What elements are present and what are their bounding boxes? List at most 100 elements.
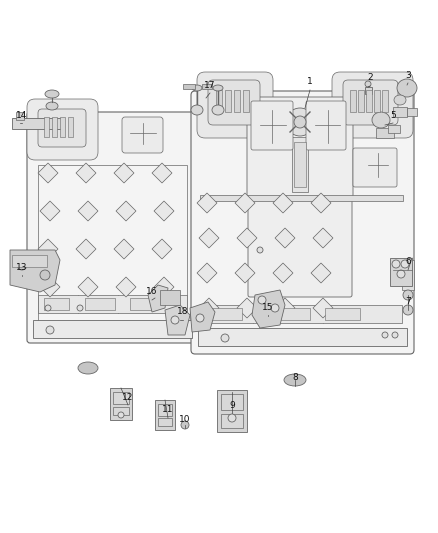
Bar [216, 90, 222, 112]
Circle shape [258, 296, 266, 304]
Text: 6: 6 [405, 257, 411, 266]
Circle shape [118, 412, 124, 418]
Bar [358, 90, 364, 112]
Polygon shape [199, 228, 219, 248]
Polygon shape [152, 163, 172, 183]
Ellipse shape [192, 85, 202, 91]
Polygon shape [273, 193, 293, 213]
Polygon shape [311, 263, 331, 283]
Bar [200, 195, 403, 201]
Circle shape [17, 260, 27, 270]
Polygon shape [148, 285, 168, 312]
Polygon shape [311, 193, 331, 213]
Text: 3: 3 [405, 70, 411, 79]
Polygon shape [235, 263, 255, 283]
Circle shape [397, 270, 405, 278]
Bar [12, 255, 47, 267]
Polygon shape [313, 228, 333, 248]
Bar [407, 108, 417, 116]
Bar [44, 117, 49, 137]
Bar [376, 128, 394, 138]
Ellipse shape [212, 105, 224, 115]
Polygon shape [38, 239, 58, 259]
Bar [221, 414, 243, 428]
Circle shape [294, 116, 306, 128]
Circle shape [221, 334, 229, 342]
FancyBboxPatch shape [191, 91, 414, 354]
Bar [374, 90, 380, 112]
Bar [325, 308, 360, 320]
Text: 16: 16 [146, 287, 158, 296]
Bar [85, 298, 115, 310]
Bar [52, 117, 57, 137]
Bar [155, 400, 175, 430]
Circle shape [401, 260, 409, 268]
Polygon shape [273, 263, 293, 283]
Text: 13: 13 [16, 263, 28, 272]
FancyBboxPatch shape [248, 198, 352, 297]
FancyBboxPatch shape [353, 148, 397, 187]
Bar [366, 90, 372, 112]
FancyBboxPatch shape [38, 109, 86, 147]
Bar [243, 90, 249, 112]
Ellipse shape [213, 85, 223, 91]
Ellipse shape [191, 105, 203, 115]
Circle shape [392, 332, 398, 338]
FancyBboxPatch shape [197, 72, 273, 138]
Polygon shape [78, 277, 98, 297]
Bar [158, 404, 172, 416]
Bar [388, 125, 400, 133]
Ellipse shape [397, 79, 417, 97]
Polygon shape [114, 239, 134, 259]
Polygon shape [275, 228, 295, 248]
Polygon shape [76, 163, 96, 183]
Bar [234, 90, 240, 112]
Bar [221, 394, 243, 410]
Bar [44, 298, 69, 310]
Polygon shape [237, 228, 257, 248]
Text: 8: 8 [292, 374, 298, 383]
Circle shape [171, 316, 179, 324]
Bar [12, 118, 64, 129]
Circle shape [196, 314, 204, 322]
Polygon shape [154, 201, 174, 221]
Circle shape [228, 414, 236, 422]
FancyBboxPatch shape [27, 112, 198, 343]
Bar [60, 117, 65, 137]
Bar [198, 328, 407, 346]
Bar [113, 407, 129, 415]
Bar [183, 84, 195, 89]
Circle shape [403, 290, 413, 300]
Text: 14: 14 [16, 110, 28, 119]
Bar [16, 112, 24, 120]
Ellipse shape [394, 95, 406, 105]
Polygon shape [40, 277, 60, 297]
Polygon shape [252, 290, 285, 328]
Polygon shape [275, 298, 295, 318]
Bar [294, 142, 306, 187]
Bar [350, 90, 356, 112]
Circle shape [77, 305, 83, 311]
FancyBboxPatch shape [343, 80, 398, 125]
Bar [202, 84, 212, 89]
Bar [390, 258, 412, 286]
Polygon shape [235, 193, 255, 213]
Circle shape [403, 305, 413, 315]
Bar [38, 295, 187, 313]
Bar [225, 90, 231, 112]
Circle shape [392, 260, 400, 268]
Ellipse shape [46, 102, 58, 110]
FancyBboxPatch shape [332, 72, 413, 138]
Polygon shape [40, 201, 60, 221]
FancyBboxPatch shape [306, 101, 346, 150]
Bar [160, 290, 180, 305]
FancyBboxPatch shape [122, 117, 163, 153]
Circle shape [365, 81, 371, 87]
Polygon shape [114, 163, 134, 183]
Circle shape [286, 108, 314, 136]
Text: 7: 7 [405, 297, 411, 306]
Text: 17: 17 [204, 80, 216, 90]
Polygon shape [38, 163, 58, 183]
Bar [203, 305, 402, 323]
Circle shape [40, 270, 50, 280]
